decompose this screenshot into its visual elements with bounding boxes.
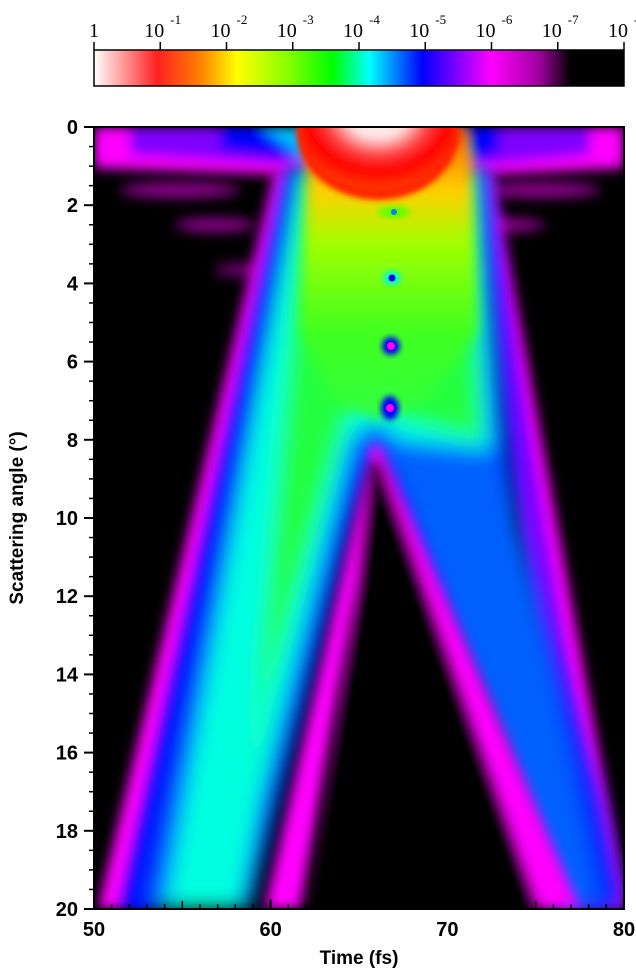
central-peak <box>296 127 460 200</box>
colorbar-label-exponent: -3 <box>303 12 314 27</box>
y-tick-label: 8 <box>67 430 78 452</box>
colorbar-label: 10 <box>542 20 562 42</box>
y-axis-title: Scattering angle (°) <box>7 431 28 604</box>
colorbar-label: 1 <box>89 20 99 42</box>
colorbar-label: 10 <box>211 20 231 42</box>
colorbar-label-exponent: -4 <box>369 12 380 27</box>
y-tick-label: 18 <box>56 821 78 843</box>
colorbar-label: 10 <box>409 20 429 42</box>
colorbar-label-exponent: -6 <box>502 12 513 27</box>
y-tick-label: 6 <box>67 352 78 374</box>
y-tick-label: 4 <box>67 273 79 295</box>
colorbar: 1 10 -1 10 -2 10 -3 10 -4 10 -5 10 -6 10 -7 10 -8 <box>89 12 636 87</box>
y-tick-label: 20 <box>56 899 78 921</box>
y-tick-label: 14 <box>56 664 79 686</box>
x-axis-title: Time (fs) <box>320 948 399 969</box>
x-tick-label: 60 <box>260 919 282 941</box>
x-tick-label: 50 <box>83 919 105 941</box>
colorbar-label: 10 <box>608 20 628 42</box>
colorbar-label-exponent: -5 <box>435 12 446 27</box>
colorbar-gradient <box>93 49 625 87</box>
x-tick-label: 80 <box>613 919 635 941</box>
colorbar-label-exponent: -1 <box>170 12 181 27</box>
colorbar-label: 10 <box>476 20 496 42</box>
y-tick-label: 16 <box>56 743 78 765</box>
y-axis: 0 2 4 6 8 10 12 14 16 18 20 <box>56 117 94 921</box>
y-tick-label: 10 <box>56 508 78 530</box>
heatmap <box>94 127 624 909</box>
colorbar-label-exponent: -8 <box>634 12 636 27</box>
colorbar-label: 10 <box>277 20 297 42</box>
colorbar-label-exponent: -2 <box>237 12 248 27</box>
y-tick-label: 0 <box>67 117 78 139</box>
y-tick-label: 2 <box>67 195 78 217</box>
x-axis: 50 60 70 80 <box>83 899 635 941</box>
x-tick-label: 70 <box>436 919 458 941</box>
colorbar-label: 10 <box>343 20 363 42</box>
colorbar-label-exponent: -7 <box>568 12 579 27</box>
colorbar-label: 10 <box>144 20 164 42</box>
inner-branches <box>265 445 580 909</box>
interference-minima <box>378 206 410 420</box>
y-tick-label: 12 <box>56 586 78 608</box>
